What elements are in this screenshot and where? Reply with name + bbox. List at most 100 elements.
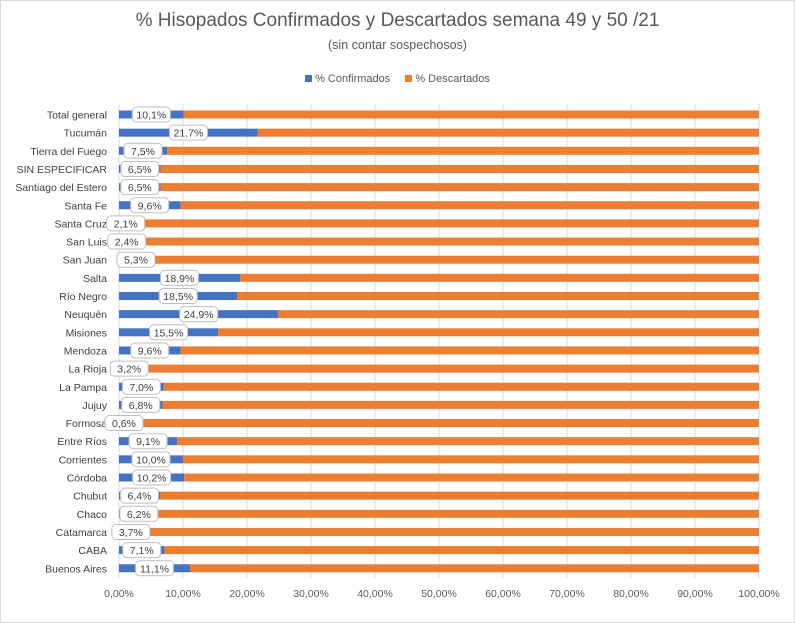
x-tick-label: 10,00% bbox=[165, 588, 201, 600]
x-tick-label: 30,00% bbox=[293, 588, 329, 600]
bar-descartados bbox=[180, 346, 759, 355]
data-label-box bbox=[109, 360, 149, 377]
data-label-box bbox=[158, 288, 198, 304]
legend-item-confirmados: % Confirmados bbox=[305, 73, 390, 85]
category-label: Mendoza bbox=[64, 345, 107, 357]
category-label: Santa Cruz bbox=[54, 218, 107, 230]
data-label: 6,4% bbox=[128, 491, 152, 503]
data-label: 6,5% bbox=[128, 164, 152, 176]
data-label-box bbox=[149, 324, 189, 341]
data-label: 24,9% bbox=[184, 309, 214, 321]
data-label-box bbox=[128, 433, 168, 450]
category-label: Neuquén bbox=[64, 309, 107, 321]
category-label: San Luis bbox=[66, 237, 107, 249]
data-label: 10,1% bbox=[136, 110, 166, 122]
category-label: Total general bbox=[47, 110, 107, 122]
data-label: 3,2% bbox=[117, 364, 141, 376]
data-label: 7,1% bbox=[130, 545, 154, 557]
data-label: 21,7% bbox=[174, 128, 204, 140]
bar-descartados bbox=[184, 473, 759, 482]
x-tick-label: 20,00% bbox=[229, 588, 265, 600]
data-label: 9,6% bbox=[138, 200, 162, 212]
category-label: San Juan bbox=[63, 255, 108, 267]
category-label: Catamarca bbox=[56, 527, 108, 539]
data-label-box bbox=[131, 106, 171, 123]
data-label-box bbox=[111, 523, 151, 540]
legend-swatch-descartados bbox=[405, 75, 413, 82]
bar-descartados bbox=[237, 292, 759, 300]
category-label: Jujuy bbox=[82, 400, 107, 412]
legend-item-descartados: % Descartados bbox=[405, 73, 490, 85]
data-label-box bbox=[122, 542, 162, 559]
bar-descartados bbox=[180, 201, 759, 210]
bar-descartados bbox=[159, 491, 759, 500]
data-label-box bbox=[159, 269, 199, 286]
bar-descartados bbox=[218, 328, 759, 337]
data-label-box bbox=[131, 451, 171, 468]
bar-descartados bbox=[190, 564, 760, 573]
bar-descartados bbox=[122, 419, 760, 428]
category-label: Córdoba bbox=[67, 473, 107, 485]
category-label: CABA bbox=[78, 545, 107, 557]
legend: % Confirmados % Descartados bbox=[0, 73, 795, 85]
data-label-box bbox=[119, 487, 159, 504]
data-label: 6,8% bbox=[129, 400, 153, 412]
bar-descartados bbox=[167, 146, 759, 155]
category-label: La Pampa bbox=[59, 382, 107, 394]
data-label: 7,5% bbox=[131, 146, 155, 158]
data-label-box bbox=[123, 142, 163, 159]
data-label-box bbox=[130, 197, 170, 214]
category-label: Chaco bbox=[77, 509, 108, 521]
category-label: Entre Ríos bbox=[57, 436, 107, 448]
data-label: 6,5% bbox=[128, 182, 152, 194]
data-label-box bbox=[168, 124, 208, 141]
data-label-box bbox=[119, 505, 159, 522]
data-label: 10,0% bbox=[136, 454, 166, 466]
data-label: 6,2% bbox=[127, 509, 151, 521]
bar-descartados bbox=[239, 273, 759, 282]
data-label-box bbox=[121, 396, 161, 413]
category-label: Corrientes bbox=[59, 454, 107, 466]
x-tick-label: 100,00% bbox=[738, 588, 779, 600]
bar-descartados bbox=[257, 128, 759, 137]
data-label-box bbox=[116, 251, 156, 268]
category-label: Tierra del Fuego bbox=[30, 146, 107, 158]
category-label: Santiago del Estero bbox=[15, 182, 107, 194]
bar-descartados bbox=[183, 455, 759, 464]
data-label-box bbox=[106, 215, 146, 232]
data-label: 18,9% bbox=[165, 273, 195, 285]
data-label-box bbox=[179, 306, 219, 323]
category-label: Buenos Aires bbox=[45, 563, 107, 575]
bar-descartados bbox=[177, 437, 760, 446]
x-tick-label: 40,00% bbox=[357, 588, 393, 600]
category-label: Misiones bbox=[66, 327, 107, 339]
data-label: 0,6% bbox=[112, 418, 136, 430]
bar-descartados bbox=[163, 382, 760, 391]
data-label: 5,3% bbox=[124, 255, 148, 267]
data-label-box bbox=[107, 233, 147, 250]
x-tick-label: 0,00% bbox=[104, 588, 134, 600]
data-label: 9,6% bbox=[138, 345, 162, 357]
category-label: Salta bbox=[83, 273, 107, 285]
legend-label-confirmados: % Confirmados bbox=[315, 73, 391, 85]
data-label: 9,1% bbox=[136, 436, 160, 448]
category-label: Río Negro bbox=[59, 291, 107, 303]
x-tick-label: 70,00% bbox=[549, 588, 585, 600]
chart-title: % Hisopados Confirmados y Descartados se… bbox=[135, 10, 660, 31]
data-label: 2,4% bbox=[115, 237, 139, 249]
data-label: 15,5% bbox=[154, 327, 184, 339]
category-label: Formosa bbox=[66, 418, 108, 430]
bar-descartados bbox=[183, 110, 759, 119]
bar-descartados bbox=[134, 237, 760, 246]
data-label-box bbox=[104, 415, 144, 432]
data-label-box bbox=[135, 560, 175, 577]
bar-descartados bbox=[139, 364, 760, 373]
x-tick-label: 50,00% bbox=[421, 588, 457, 600]
bar-descartados bbox=[160, 183, 760, 192]
data-label-box bbox=[121, 378, 161, 395]
bar-descartados bbox=[160, 164, 760, 173]
bar-descartados bbox=[164, 546, 759, 555]
bar-descartados bbox=[152, 255, 760, 264]
data-label-box bbox=[120, 160, 160, 177]
